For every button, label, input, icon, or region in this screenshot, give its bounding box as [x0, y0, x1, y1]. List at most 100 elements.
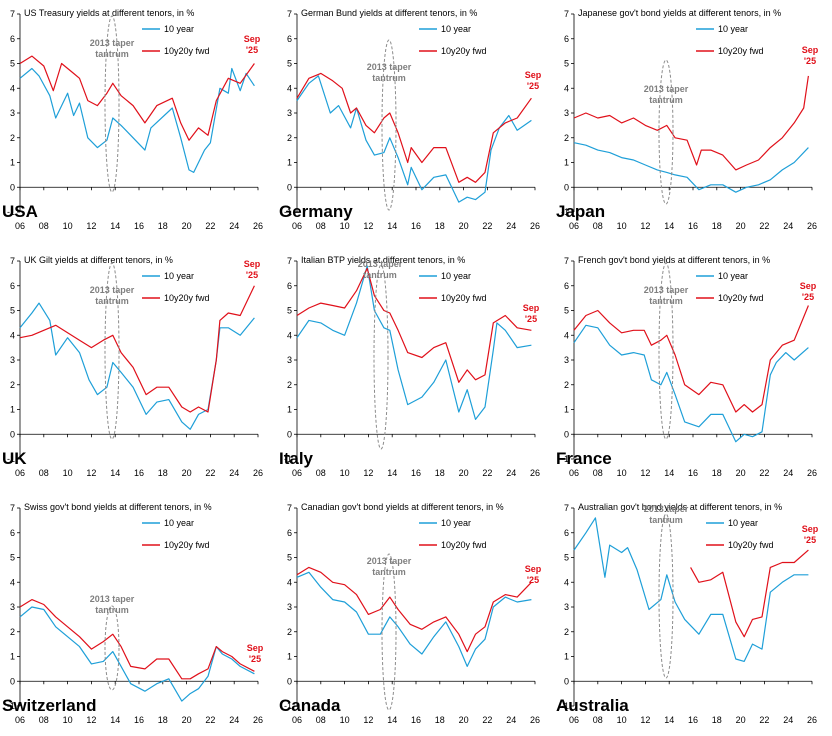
series-line-10y20y-fwd: [573, 305, 809, 413]
x-tick-label: 20: [459, 221, 469, 231]
annotation-line2: tantrum: [649, 515, 683, 525]
series-line-10y20y-fwd: [19, 285, 255, 413]
x-tick-label: 14: [387, 468, 397, 478]
country-name: Italy: [279, 449, 314, 468]
y-tick-label: 4: [10, 577, 15, 587]
x-tick-label: 26: [530, 715, 540, 725]
series-line-10y20y-fwd: [296, 72, 532, 183]
x-tick-label: 22: [482, 468, 492, 478]
x-tick-label: 26: [807, 221, 817, 231]
x-tick-label: 06: [15, 715, 25, 725]
y-tick-label: 5: [10, 306, 15, 316]
y-tick-label: 3: [287, 108, 292, 118]
x-tick-label: 10: [340, 715, 350, 725]
y-tick-label: 2: [10, 627, 15, 637]
y-tick-label: -1: [561, 207, 569, 217]
y-tick-label: 5: [287, 553, 292, 563]
x-tick-label: 16: [134, 221, 144, 231]
x-tick-label: 18: [158, 221, 168, 231]
legend-label: 10y20y fwd: [441, 293, 487, 303]
y-tick-label: 4: [287, 83, 292, 93]
y-tick-label: 1: [10, 652, 15, 662]
annotation-line1: 2013 taper: [367, 556, 412, 566]
x-tick-label: 08: [316, 715, 326, 725]
legend-label: 10 year: [164, 24, 194, 34]
x-tick-label: 12: [86, 221, 96, 231]
x-tick-label: 06: [292, 715, 302, 725]
annotation-line1: 2013 taper: [358, 259, 403, 269]
x-tick-label: 10: [340, 468, 350, 478]
y-tick-label: -1: [284, 701, 292, 711]
y-tick-label: 3: [10, 108, 15, 118]
x-tick-label: 26: [253, 468, 263, 478]
x-tick-label: 14: [110, 715, 120, 725]
series-line-10-year: [296, 265, 532, 420]
legend-label: 10 year: [164, 271, 194, 281]
x-tick-label: 16: [134, 468, 144, 478]
y-tick-label: -1: [7, 454, 15, 464]
x-tick-label: 16: [411, 468, 421, 478]
chart-title: US Treasury yields at different tenors, …: [24, 8, 194, 18]
x-tick-label: 22: [482, 221, 492, 231]
x-tick-label: 24: [506, 221, 516, 231]
y-tick-label: 5: [564, 553, 569, 563]
y-tick-label: 6: [10, 281, 15, 291]
x-tick-label: 08: [593, 468, 603, 478]
annotation-line2: tantrum: [363, 270, 397, 280]
chart-panel-germany: German Bund yields at different tenors, …: [277, 0, 554, 242]
annotation-line1: 2013 taper: [367, 62, 412, 72]
x-tick-label: 12: [640, 221, 650, 231]
y-tick-label: 2: [287, 380, 292, 390]
y-tick-label: 4: [10, 330, 15, 340]
x-tick-label: 16: [688, 221, 698, 231]
y-tick-label: 1: [10, 158, 15, 168]
x-tick-label: 22: [759, 221, 769, 231]
x-tick-label: 10: [63, 468, 73, 478]
x-tick-label: 22: [482, 715, 492, 725]
legend-label: 10 year: [164, 518, 194, 528]
x-tick-label: 20: [182, 221, 192, 231]
x-tick-label: 06: [15, 468, 25, 478]
end-label-year: '25: [804, 56, 816, 66]
taper-tantrum-ellipse: [373, 264, 389, 450]
x-tick-label: 10: [63, 221, 73, 231]
legend-label: 10y20y fwd: [718, 46, 764, 56]
country-name: Australia: [556, 696, 629, 715]
chart-title: Canadian gov't bond yields at different …: [301, 502, 504, 512]
x-tick-label: 18: [435, 221, 445, 231]
x-tick-label: 18: [712, 468, 722, 478]
y-tick-label: 0: [287, 429, 292, 439]
y-tick-label: 4: [287, 330, 292, 340]
y-tick-label: 1: [564, 652, 569, 662]
y-tick-label: 0: [564, 182, 569, 192]
x-tick-label: 18: [435, 715, 445, 725]
x-tick-label: 10: [617, 715, 627, 725]
x-tick-label: 06: [569, 715, 579, 725]
x-tick-label: 12: [86, 715, 96, 725]
x-tick-label: 08: [39, 468, 49, 478]
x-tick-label: 24: [506, 715, 516, 725]
y-tick-label: 5: [10, 59, 15, 69]
country-name: France: [556, 449, 612, 468]
x-tick-label: 20: [736, 468, 746, 478]
end-label-year: '25: [246, 45, 258, 55]
chart-panel-france: French gov't bond yields at different te…: [554, 247, 831, 489]
y-tick-label: 5: [287, 59, 292, 69]
x-tick-label: 26: [807, 715, 817, 725]
x-tick-label: 18: [712, 221, 722, 231]
chart-title: UK Gilt yields at different tenors, in %: [24, 255, 173, 265]
y-tick-label: 1: [564, 405, 569, 415]
chart-title: Australian gov't bond yields at differen…: [578, 502, 782, 512]
series-line-10-year: [573, 517, 809, 662]
x-tick-label: 22: [759, 715, 769, 725]
y-tick-label: 0: [10, 182, 15, 192]
y-tick-label: 1: [564, 158, 569, 168]
y-tick-label: 7: [564, 503, 569, 513]
series-line-10y20y-fwd: [19, 55, 255, 141]
x-tick-label: 18: [158, 715, 168, 725]
x-tick-label: 18: [158, 468, 168, 478]
x-tick-label: 20: [459, 468, 469, 478]
annotation-line2: tantrum: [372, 567, 406, 577]
x-tick-label: 06: [292, 468, 302, 478]
